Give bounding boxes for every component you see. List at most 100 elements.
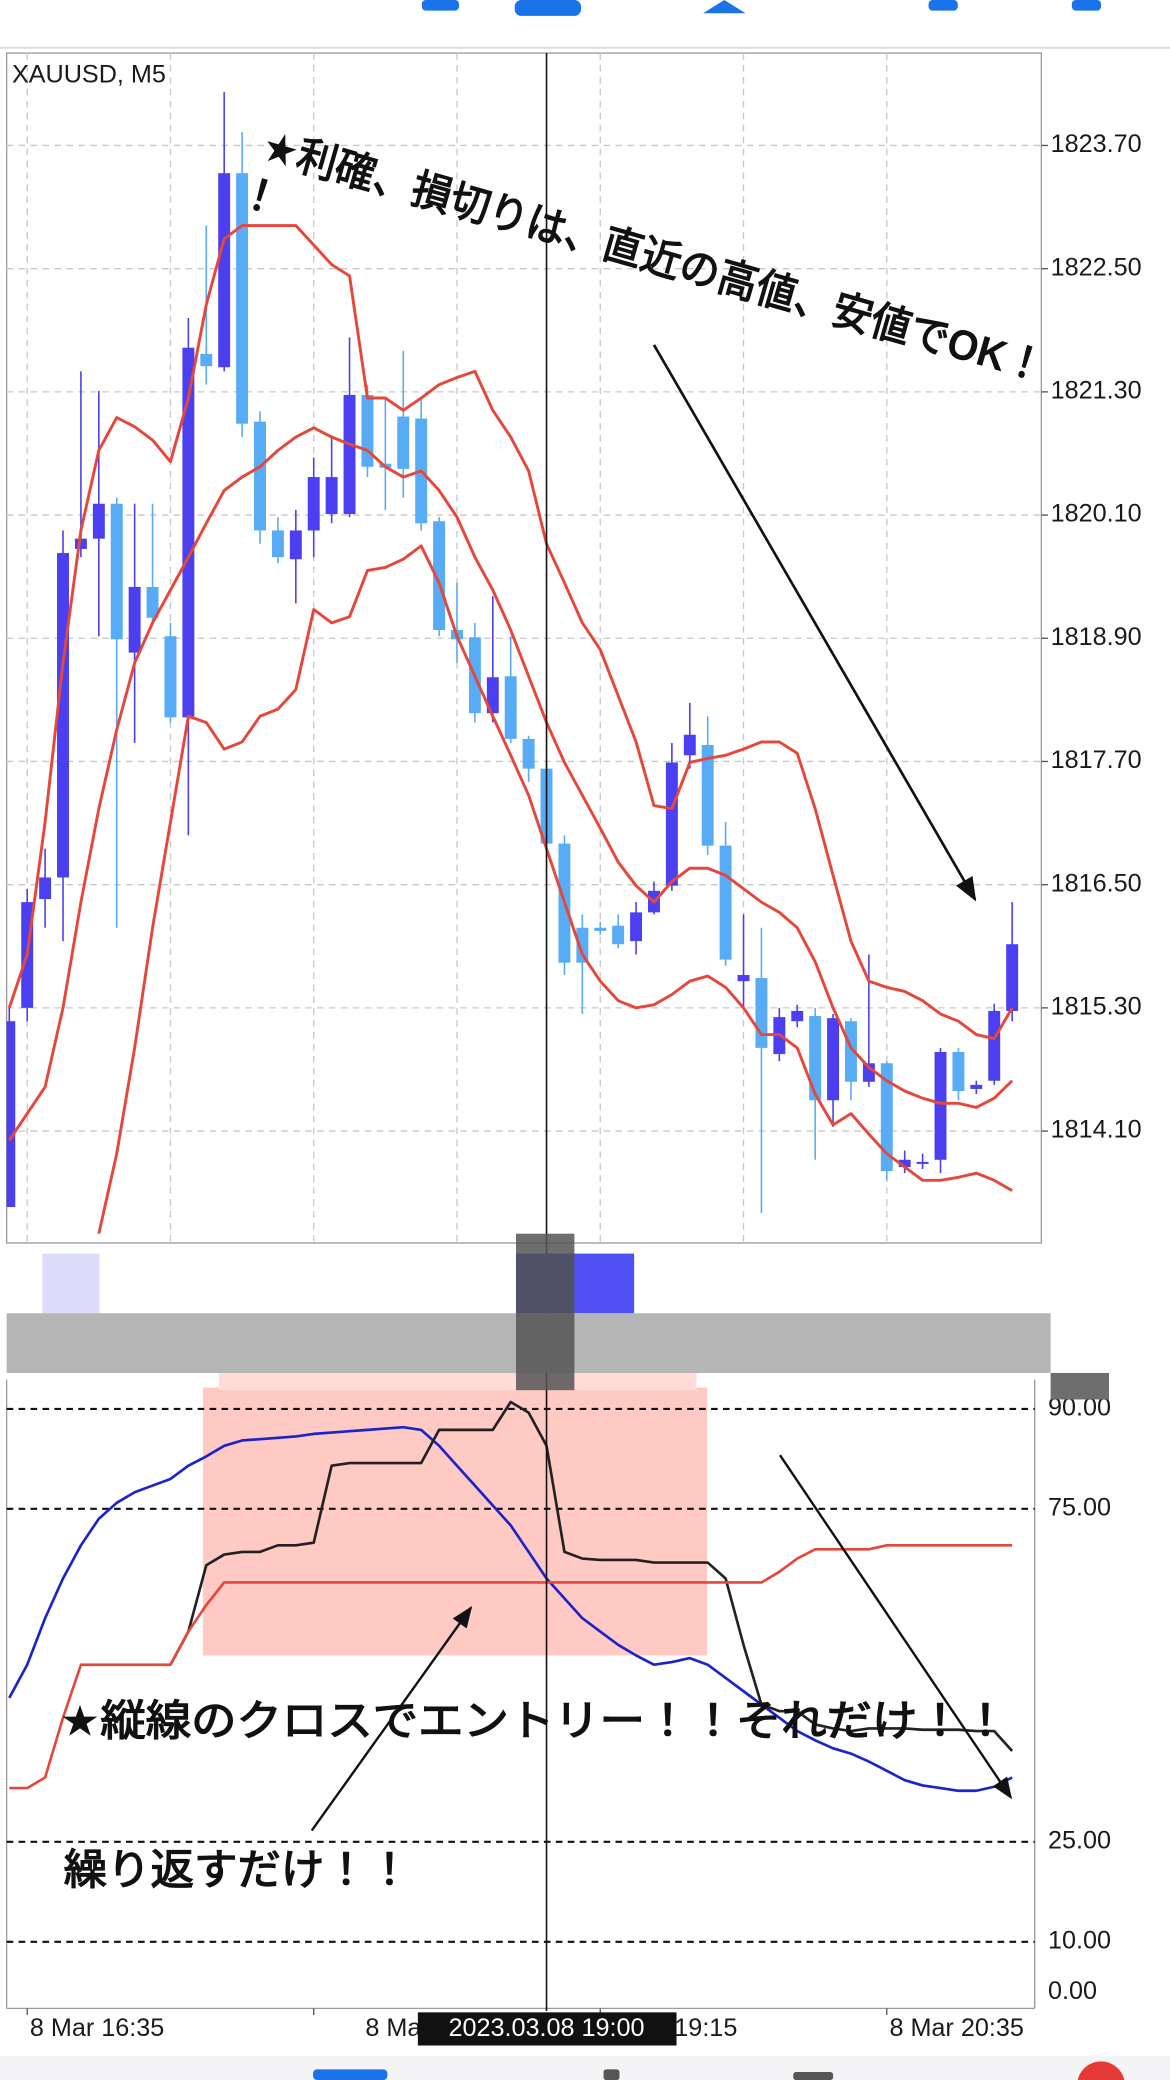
y-tick-label: 25.00 <box>1048 1827 1111 1855</box>
candle-body <box>809 1016 822 1101</box>
top-icon <box>928 0 958 11</box>
top-icon <box>514 0 582 16</box>
candle-body <box>39 877 52 900</box>
candle-body <box>522 738 535 769</box>
price-series <box>6 92 1019 1235</box>
overlay-square <box>574 1253 635 1314</box>
candle-body <box>594 927 607 931</box>
badge <box>1077 2061 1125 2080</box>
candle-body <box>791 1010 804 1022</box>
crosshair-label: 2023.03.08 19:00 <box>448 2014 644 2042</box>
x-tick-label: 19:15 <box>674 2014 737 2042</box>
candle-body <box>218 173 231 368</box>
y-tick-label: 0.00 <box>1048 1977 1097 2005</box>
oscillator-series <box>8 1400 1014 1793</box>
candle-body <box>110 503 123 640</box>
y-tick-label: 1816.50 <box>1051 869 1142 897</box>
band-line <box>97 544 1013 1235</box>
candle-body <box>970 1084 983 1089</box>
candle-body <box>898 1159 911 1167</box>
candle-body <box>397 416 410 469</box>
candle-body <box>665 762 678 886</box>
candle-body <box>683 734 696 756</box>
candle-body <box>433 521 446 631</box>
y-tick-label: 10.00 <box>1048 1926 1111 1954</box>
candle-body <box>271 530 284 558</box>
chart-title: XAUUSD, M5 <box>12 60 166 88</box>
y-tick-label: 1823.70 <box>1051 130 1142 158</box>
candle-body <box>1006 944 1019 1011</box>
candle-body <box>755 978 768 1048</box>
x-tick-label: 8 Mar 20:35 <box>889 2014 1023 2042</box>
highlight-box <box>202 1387 708 1656</box>
candle-body <box>289 530 302 560</box>
candle-body <box>701 745 714 846</box>
candle-body <box>182 347 195 718</box>
candle-body <box>164 636 177 718</box>
overlay-handle <box>516 1233 575 1391</box>
candle-body <box>146 586 159 618</box>
candle-body <box>576 927 589 963</box>
candle-body <box>952 1052 965 1092</box>
candle-body <box>74 538 87 549</box>
overlay-tab <box>1050 1372 1109 1400</box>
y-tick-label: 1817.70 <box>1051 746 1142 774</box>
crosshair-label-box <box>417 2012 677 2046</box>
y-tick-label: 1821.30 <box>1051 377 1142 405</box>
y-tick-label: 1814.10 <box>1051 1116 1142 1144</box>
candle-body <box>504 676 517 739</box>
plot: 1814.10 1815.30 1816.50 1817.70 1818.90 1820.… <box>6 53 1142 2005</box>
highlight-box-top <box>218 1371 697 1391</box>
candle-body <box>57 553 69 878</box>
candle-body <box>254 421 266 531</box>
candle-body <box>880 1063 893 1172</box>
candle-body <box>343 394 356 515</box>
top-icon <box>1071 0 1102 11</box>
bottom-icon <box>603 2069 620 2080</box>
candle-body <box>934 1052 947 1160</box>
candle-body <box>128 586 141 653</box>
arrow <box>779 1454 1013 1800</box>
arrow <box>652 344 977 902</box>
y-tick-label: 75.00 <box>1048 1493 1111 1521</box>
candle-body <box>916 1161 929 1164</box>
y-tick-label: 1820.10 <box>1051 500 1142 528</box>
candle-body <box>862 1063 875 1082</box>
candle-body <box>325 477 338 515</box>
candle-body <box>236 173 249 424</box>
candle-body <box>988 1010 1001 1081</box>
candle-body <box>6 1021 16 1208</box>
candle-body <box>630 912 643 942</box>
band-line <box>8 426 1014 1142</box>
indicator-line <box>8 1425 1013 1793</box>
top-icon <box>421 0 459 11</box>
candle-body <box>486 677 499 714</box>
arrow <box>310 1606 473 1832</box>
candle-body <box>737 975 750 982</box>
candle-body <box>200 353 213 367</box>
y-tick-label: 1822.50 <box>1051 253 1142 281</box>
candle-body <box>827 1018 840 1101</box>
indicator-line <box>169 1400 1014 1752</box>
band-line <box>7 224 1014 1041</box>
bottom-bar-bg <box>0 2056 1170 2080</box>
candle-body <box>307 477 320 531</box>
candle-body <box>361 394 374 467</box>
bottom-icon <box>793 2072 834 2080</box>
overlay-square <box>42 1253 100 1314</box>
top-icon <box>703 0 746 14</box>
bottom-icon <box>313 2069 388 2080</box>
x-tick-label: 8 Mar 16:35 <box>30 2014 164 2042</box>
y-tick-label: 1815.30 <box>1051 993 1142 1021</box>
candle-body <box>719 845 732 960</box>
annotation: ★縦線のクロスでエントリー！！それだけ！！ <box>60 1698 1008 1745</box>
candle-body <box>92 503 105 539</box>
bottom-bar <box>0 2056 1170 2080</box>
candle-body <box>845 1021 857 1082</box>
indicator-line <box>9 1543 1013 1790</box>
candle-body <box>612 925 625 945</box>
annotation: 繰り返すだけ！！ <box>64 1846 412 1893</box>
